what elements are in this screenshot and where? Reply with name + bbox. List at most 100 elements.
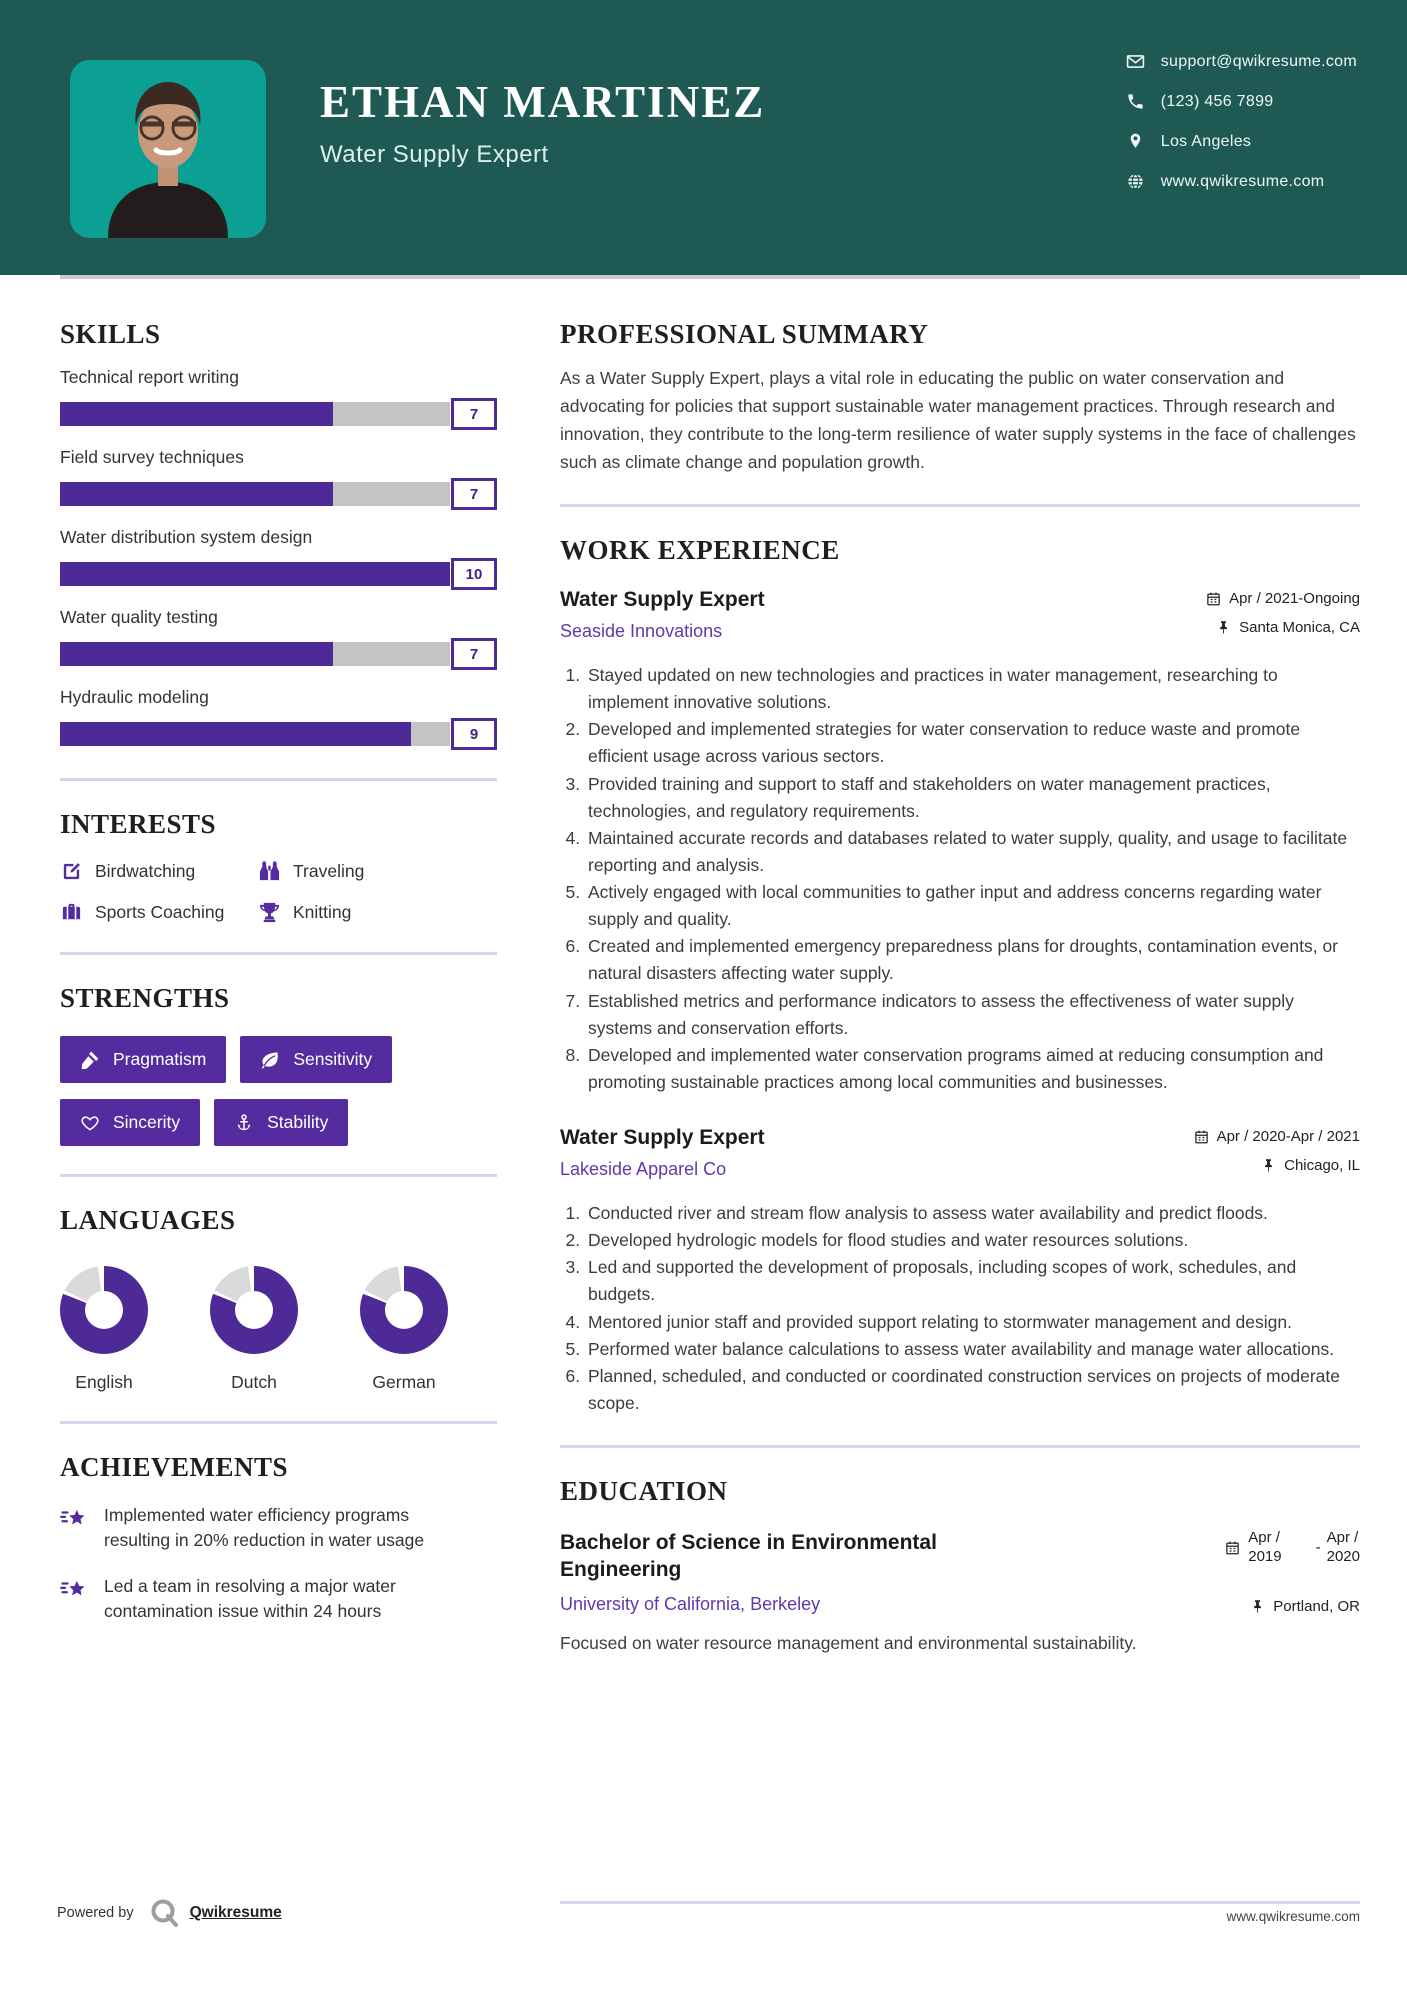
education-entry-header: Bachelor of Science in Environmental Eng… — [560, 1529, 1360, 1584]
interest-item: Knitting — [258, 901, 497, 924]
job-date: Apr / 2021-Ongoing — [1206, 590, 1360, 607]
calendar-icon — [1207, 592, 1220, 606]
languages-list: English Dutch German — [60, 1266, 497, 1393]
strengths-heading: STRENGTHS — [60, 983, 230, 1013]
footer-site: www.qwikresume.com — [560, 1901, 1360, 1924]
language-item: Dutch — [210, 1266, 298, 1393]
qwikresume-link[interactable]: Qwikresume — [189, 1904, 282, 1921]
strength-label: Pragmatism — [113, 1049, 207, 1069]
achievement-item: Led a team in resolving a major water co… — [60, 1574, 497, 1625]
skill-bar-track — [60, 642, 450, 666]
interest-item: Birdwatching — [60, 860, 258, 883]
pen-icon — [63, 863, 80, 880]
education-date-from: Apr / 2019 — [1248, 1529, 1281, 1567]
date-from-year: 2019 — [1248, 1547, 1282, 1565]
skill-bar-track — [60, 562, 450, 586]
skills-heading: SKILLS — [60, 319, 161, 349]
job-location-text: Santa Monica, CA — [1239, 619, 1360, 636]
education-school-row: University of California, Berkeley Portl… — [560, 1584, 1360, 1615]
trophy-icon — [259, 902, 280, 923]
calendar-icon — [1194, 1130, 1208, 1144]
sidebar: SKILLS Technical report writing 7 Field … — [60, 319, 497, 1654]
job-bullet: Created and implemented emergency prepar… — [585, 933, 1360, 987]
strength-chip: Stability — [214, 1099, 349, 1146]
summary-text: As a Water Supply Expert, plays a vital … — [560, 368, 1356, 472]
interest-item: Traveling — [258, 860, 497, 883]
skill-label: Hydraulic modeling — [60, 687, 209, 707]
strength-label: Stability — [267, 1112, 329, 1132]
job-bullet: Developed hydrologic models for flood st… — [585, 1227, 1360, 1254]
interest-item: Sports Coaching — [60, 901, 258, 924]
job-header: Water Supply Expert Lakeside Apparel Co … — [560, 1126, 1360, 1186]
job-meta: Apr / 2020-Apr / 2021 Chicago, IL — [1194, 1126, 1360, 1186]
calendar-icon — [1226, 1541, 1239, 1555]
phone-icon — [1128, 94, 1143, 109]
contact-website-text: www.qwikresume.com — [1160, 172, 1325, 190]
education-heading: EDUCATION — [560, 1476, 728, 1506]
language-donut-chart — [360, 1266, 448, 1354]
contact-email[interactable]: support@qwikresume.com — [1126, 52, 1357, 71]
interest-label: Birdwatching — [95, 861, 196, 881]
job-date-text: Apr / 2020-Apr / 2021 — [1216, 1128, 1360, 1145]
identity-block: ETHAN MARTINEZ Water Supply Expert — [320, 80, 765, 169]
location-icon — [1130, 133, 1140, 148]
pushpin-icon — [1254, 1599, 1262, 1613]
skill-bar: 7 — [60, 638, 497, 670]
gavel-icon — [81, 1051, 99, 1069]
divider — [560, 1901, 1360, 1904]
interest-label: Traveling — [293, 861, 365, 881]
job-company-link[interactable]: Seaside Innovations — [560, 621, 723, 641]
person-name: ETHAN MARTINEZ — [320, 77, 766, 127]
job-location: Chicago, IL — [1194, 1157, 1360, 1174]
skill-bar: 7 — [60, 398, 497, 430]
divider — [60, 1174, 497, 1177]
skill-score: 10 — [451, 558, 497, 590]
job-title: Water Supply Expert — [560, 1126, 765, 1149]
binoculars-icon — [259, 861, 280, 881]
job-date-text: Apr / 2021-Ongoing — [1229, 590, 1360, 607]
education-school-link[interactable]: University of California, Berkeley — [560, 1593, 821, 1614]
skill-label: Water distribution system design — [60, 527, 313, 547]
globe-icon — [1128, 173, 1143, 190]
education-location-text: Portland, OR — [1273, 1597, 1360, 1615]
email-icon — [1126, 55, 1144, 68]
education-dates: Apr / 2019 - Apr / 2020 — [1225, 1529, 1360, 1567]
person-title: Water Supply Expert — [320, 141, 549, 168]
date-separator: - — [1315, 1539, 1321, 1557]
contact-phone[interactable]: (123) 456 7899 — [1126, 92, 1357, 111]
job-bullet: Mentored junior staff and provided suppo… — [585, 1309, 1360, 1336]
skill-label: Technical report writing — [60, 367, 239, 387]
strength-chip: Sincerity — [60, 1099, 201, 1146]
job-bullet: Developed and implemented strategies for… — [585, 716, 1360, 770]
skill-bar: 9 — [60, 718, 497, 750]
job-location-text: Chicago, IL — [1284, 1157, 1360, 1174]
qwikresume-logo-icon — [151, 1899, 178, 1927]
skill-bar: 10 — [60, 558, 497, 590]
shooting-star-icon — [60, 1580, 85, 1596]
language-label: German — [372, 1372, 436, 1392]
job-company-link[interactable]: Lakeside Apparel Co — [560, 1159, 727, 1179]
divider — [60, 275, 1360, 279]
date-to-month: Apr / — [1326, 1529, 1359, 1546]
achievements-heading: ACHIEVEMENTS — [60, 1452, 289, 1482]
interests-heading: INTERESTS — [60, 809, 217, 839]
job-bullet: Provided training and support to staff a… — [585, 771, 1360, 825]
summary-heading: PROFESSIONAL SUMMARY — [560, 319, 929, 349]
interest-label: Knitting — [293, 902, 352, 922]
contact-website[interactable]: www.qwikresume.com — [1126, 172, 1357, 191]
skill-bar-track — [60, 402, 450, 426]
skill-label: Water quality testing — [60, 607, 218, 627]
footer-site-url[interactable]: www.qwikresume.com — [1226, 1909, 1360, 1924]
skill-item: Hydraulic modeling 9 — [60, 687, 497, 750]
divider — [560, 1445, 1360, 1448]
language-item: English — [60, 1266, 148, 1393]
job-bullet: Led and supported the development of pro… — [585, 1254, 1360, 1308]
strength-chip: Pragmatism — [60, 1036, 227, 1083]
job-meta: Apr / 2021-Ongoing Santa Monica, CA — [1206, 588, 1360, 648]
header: ETHAN MARTINEZ Water Supply Expert suppo… — [0, 0, 1407, 275]
divider — [60, 778, 497, 781]
skill-bar-fill — [60, 722, 411, 746]
language-donut-chart — [210, 1266, 298, 1354]
content-columns: SKILLS Technical report writing 7 Field … — [0, 279, 1407, 1654]
